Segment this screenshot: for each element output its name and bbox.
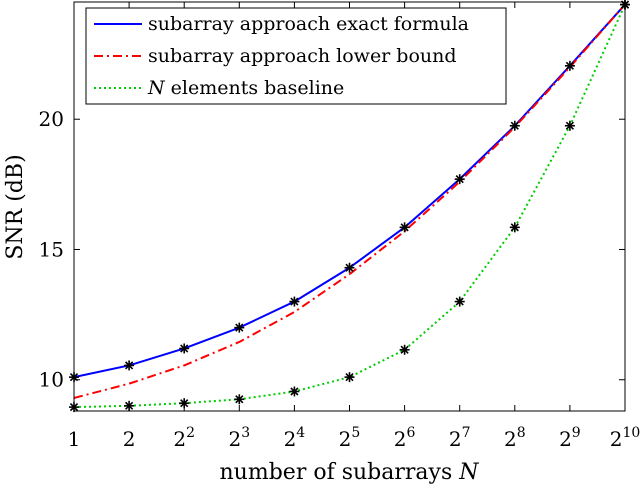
x-tick-base: 2: [228, 427, 241, 451]
x-tick-base: 2: [504, 427, 517, 451]
marker-s0-p9: [564, 60, 575, 71]
legend-label-baseline-var: N: [147, 77, 166, 99]
marker-s0-p1: [124, 360, 135, 371]
marker-stroke: [124, 361, 134, 370]
marker-s0-p8: [509, 120, 520, 131]
legend-label-lower-bound: subarray approach lower bound: [148, 45, 457, 67]
x-tick-label-10: 210: [610, 425, 640, 451]
x-tick-exponent: 4: [296, 425, 305, 441]
marker-stroke: [455, 175, 464, 184]
x-axis-label-text: number of subarrays: [220, 460, 460, 485]
x-tick-exponent: 9: [572, 425, 581, 441]
marker-stroke: [180, 399, 189, 408]
legend-label-baseline: N elements baseline: [147, 77, 344, 99]
series-line-2: [73, 4, 626, 409]
x-tick-label-5: 25: [339, 425, 361, 451]
marker-stroke: [290, 387, 299, 396]
x-axis-label: number of subarrays N: [220, 460, 480, 485]
x-tick-label-7: 27: [449, 425, 471, 451]
x-tick-exponent: 2: [186, 425, 195, 441]
x-tick-label-0: 1: [68, 427, 81, 451]
legend-label-exact: subarray approach exact formula: [148, 13, 469, 35]
legend-box: [85, 7, 507, 105]
marker-stroke: [180, 344, 189, 353]
x-tick-exponent: 10: [622, 425, 640, 441]
marker-stroke: [345, 373, 354, 382]
x-tick-base: 2: [394, 427, 407, 451]
marker-s0-p6: [399, 222, 410, 233]
marker-s2-p3: [234, 394, 245, 405]
legend: subarray approach exact formula subarray…: [85, 7, 507, 105]
x-axis-label-var: N: [458, 460, 479, 485]
x-tick-base: 2: [559, 427, 572, 451]
marker-s2-p7: [454, 296, 465, 307]
x-tick-base: 2: [173, 427, 186, 451]
marker-stroke: [290, 297, 299, 306]
marker-s2-p5: [344, 372, 355, 383]
marker-s0-p3: [234, 322, 245, 333]
x-tick-base: 2: [284, 427, 297, 451]
x-tick-base: 2: [610, 427, 623, 451]
marker-s0-p7: [454, 174, 465, 185]
marker-stroke: [455, 297, 464, 306]
x-tick-base: 2: [339, 427, 352, 451]
marker-stroke: [235, 395, 244, 404]
marker-s0-p5: [344, 262, 355, 273]
x-tick-label-8: 28: [504, 425, 526, 451]
x-tick-exponent: 3: [241, 425, 250, 441]
x-tick-exponent: 6: [407, 425, 416, 441]
marker-stroke: [345, 263, 354, 272]
y-tick-label-0: 10: [39, 368, 64, 392]
y-axis-label: SNR (dB): [3, 154, 28, 259]
x-tick-exponent: 7: [462, 425, 471, 441]
x-tick-label-9: 29: [559, 425, 581, 451]
x-tick-exponent: 5: [351, 425, 360, 441]
marker-stroke: [235, 323, 244, 332]
x-tick-label-6: 26: [394, 425, 416, 451]
marker-stroke: [400, 223, 409, 232]
x-tick-base: 1: [68, 427, 81, 451]
legend-label-baseline-rest: elements baseline: [165, 77, 345, 99]
x-tick-base: 2: [123, 427, 136, 451]
x-tick-label-4: 24: [284, 425, 306, 451]
x-tick-base: 2: [449, 427, 462, 451]
marker-s2-p8: [509, 222, 520, 233]
marker-s2-p4: [289, 386, 300, 397]
marker-stroke: [510, 223, 519, 232]
marker-stroke: [510, 121, 519, 130]
marker-s0-p2: [179, 343, 190, 354]
marker-stroke: [565, 61, 575, 70]
marker-s0-p4: [289, 296, 300, 307]
marker-s2-p9: [564, 120, 575, 131]
x-tick-exponent: 8: [517, 425, 526, 441]
x-tick-label-3: 23: [228, 425, 250, 451]
marker-stroke: [400, 345, 409, 354]
y-tick-label-2: 20: [39, 107, 64, 131]
x-tick-label-2: 22: [173, 425, 195, 451]
y-tick-label-1: 15: [39, 237, 64, 261]
x-tick-label-1: 2: [123, 427, 136, 451]
marker-stroke: [565, 121, 575, 130]
marker-s2-p6: [399, 344, 410, 355]
series-line-1: [73, 3, 626, 399]
